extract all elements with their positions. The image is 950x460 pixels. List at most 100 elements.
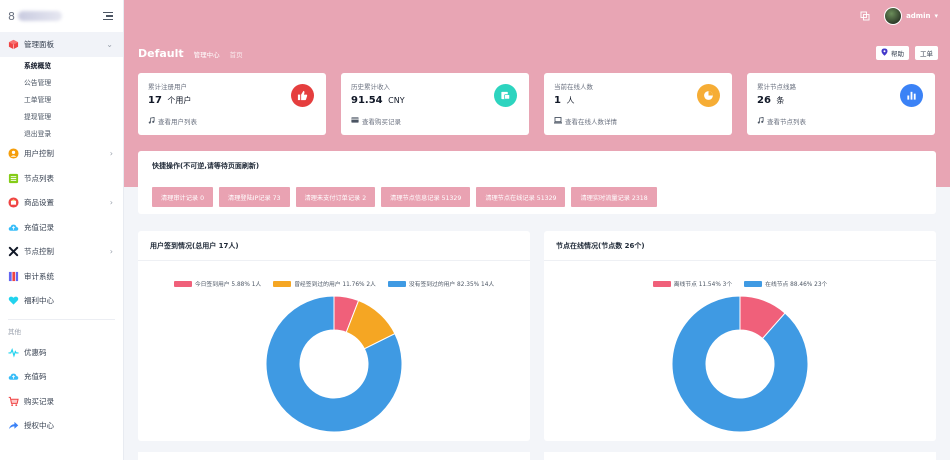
ticket-button[interactable]: 工单	[915, 46, 938, 60]
link-view-users[interactable]: 查看用户列表	[148, 116, 197, 126]
server-icon	[8, 271, 19, 282]
cart-icon	[8, 396, 19, 407]
stat-label: 当前在线人数	[554, 83, 593, 91]
legend-label: 没有签到过的用户 82.35% 14人	[408, 282, 495, 288]
sidebar-item-purchases[interactable]: 购买记录	[0, 389, 123, 414]
sidebar-item-users[interactable]: 用户控制 ›	[0, 142, 123, 167]
chevron-right-icon: ›	[109, 149, 113, 159]
copy-icon[interactable]	[860, 11, 870, 21]
stat-value: 91.54 CNY	[351, 95, 519, 106]
sign-in-chart-title: 用户签到情况(总用户 17人)	[138, 231, 530, 261]
logo-text-blurred	[18, 11, 62, 21]
submenu-item-withdrawals[interactable]: 提现管理	[24, 113, 52, 121]
legend-item[interactable]: 今日签到用户 5.88% 1人	[173, 279, 261, 288]
donut-slice-在线节点[interactable]	[671, 295, 809, 433]
clear-unpaid-orders-button[interactable]: 清理未支付订单记录 2	[295, 187, 376, 207]
chevron-right-icon: ›	[109, 247, 113, 257]
submenu-item-announcements[interactable]: 公告管理	[24, 79, 52, 87]
stat-value: 26 条	[757, 95, 925, 106]
sidebar-item-license[interactable]: 授权中心	[0, 414, 123, 439]
submenu-item-tickets[interactable]: 工单管理	[24, 96, 52, 104]
card-icon	[351, 117, 359, 125]
page-header: Default 管理中心 首页	[138, 47, 243, 60]
sidebar-item-label: 节点控制	[24, 247, 54, 257]
sidebar-item-audit[interactable]: 审计系统	[0, 264, 123, 289]
menu-toggle-icon[interactable]	[103, 11, 113, 21]
link-label: 查看在线人数详情	[565, 118, 617, 126]
sidebar-divider	[8, 319, 115, 320]
legend-swatch	[173, 280, 192, 287]
sidebar-item-label: 福利中心	[24, 296, 54, 306]
music-icon	[757, 116, 764, 126]
stat-value: 17 个用户	[148, 95, 316, 106]
submenu-item-logout[interactable]: 退出登录	[24, 130, 52, 138]
quick-actions-title: 快捷操作(不可逆,请等待页面刷新)	[152, 162, 260, 170]
chart-legend: 今日签到用户 5.88% 1人 曾经签到过的用户 11.76% 2人 没有签到过…	[138, 279, 530, 288]
pie-icon	[697, 84, 720, 107]
donut-slice-没有签到过的用户[interactable]	[265, 295, 403, 433]
breadcrumb-item-home: 首页	[229, 51, 243, 59]
ticket-button-label: 工单	[920, 50, 933, 58]
money-icon	[494, 84, 517, 107]
legend-swatch	[273, 280, 292, 287]
stat-unit: 条	[776, 96, 785, 105]
link-label: 查看用户列表	[158, 118, 197, 126]
sidebar-item-welfare[interactable]: 福利中心	[0, 289, 123, 314]
bar-chart-icon	[900, 84, 923, 107]
sidebar-item-label: 节点列表	[24, 173, 54, 183]
link-label: 查看购买记录	[362, 118, 401, 126]
stat-card-online: 当前在线人数 1 人 查看在线人数详情	[544, 73, 732, 135]
laptop-icon	[554, 116, 562, 126]
sidebar-menu: 管理面板 ⌄ 系统概览 公告管理 工单管理 提现管理 退出登录 用户控制 › 节…	[0, 32, 123, 313]
legend-label: 在线节点 88.46% 23个	[765, 282, 828, 288]
stat-unit: 个用户	[167, 96, 192, 105]
sidebar-section-label: 其他	[8, 328, 21, 336]
pin-icon	[881, 48, 888, 58]
thumbs-up-icon	[291, 84, 314, 107]
panel-edge	[544, 452, 936, 460]
legend-item[interactable]: 在线节点 88.46% 23个	[744, 279, 827, 288]
sidebar-item-dashboard[interactable]: 管理面板 ⌄	[0, 32, 123, 57]
header-buttons: 帮助 工单	[876, 46, 938, 60]
sidebar-item-label: 购买记录	[24, 396, 54, 406]
chevron-down-icon: ▾	[934, 12, 938, 20]
clear-login-ip-button[interactable]: 清理登陆IP记录 73	[219, 187, 290, 207]
sign-in-donut-chart	[265, 295, 403, 433]
legend-item[interactable]: 曾经签到过的用户 11.76% 2人	[273, 279, 376, 288]
link-view-purchases[interactable]: 查看购买记录	[351, 116, 401, 126]
breadcrumb-item-admin[interactable]: 管理中心	[193, 51, 220, 59]
sidebar-item-shop[interactable]: 商品设置 ›	[0, 191, 123, 216]
panel-edge	[138, 452, 530, 460]
sidebar-header: 8	[0, 0, 123, 32]
legend-swatch	[652, 280, 671, 287]
clear-node-online-button[interactable]: 清理节点在线记录 51329	[476, 187, 566, 207]
clear-traffic-button[interactable]: 清理实时流量记录 2318	[571, 187, 657, 207]
link-view-nodes[interactable]: 查看节点列表	[757, 116, 806, 126]
shop-icon	[8, 197, 19, 208]
link-label: 查看节点列表	[767, 118, 806, 126]
topbar: admin ▾	[124, 0, 950, 32]
avatar	[884, 7, 903, 25]
help-button[interactable]: 帮助	[876, 46, 909, 60]
chart-legend: 离线节点 11.54% 3个 在线节点 88.46% 23个	[544, 279, 936, 288]
legend-item[interactable]: 离线节点 11.54% 3个	[652, 279, 732, 288]
sidebar-item-node-control[interactable]: 节点控制 ›	[0, 240, 123, 265]
sidebar-item-recharge-codes[interactable]: 充值码	[0, 365, 123, 390]
stat-number: 17	[148, 95, 162, 106]
list-icon	[8, 173, 19, 184]
sidebar-item-label: 充值码	[24, 372, 47, 382]
logo[interactable]: 8	[8, 10, 62, 23]
link-view-online[interactable]: 查看在线人数详情	[554, 116, 617, 126]
sidebar-item-label: 用户控制	[24, 149, 54, 159]
user-icon	[8, 148, 19, 159]
cube-icon	[8, 39, 19, 50]
clear-node-info-button[interactable]: 清理节点信息记录 51329	[381, 187, 471, 207]
sidebar-item-nodes[interactable]: 节点列表	[0, 166, 123, 191]
clear-audit-button[interactable]: 清理审计记录 0	[152, 187, 214, 207]
sidebar-item-label: 审计系统	[24, 271, 54, 281]
sidebar-item-recharge[interactable]: 充值记录	[0, 215, 123, 240]
user-menu[interactable]: admin ▾	[884, 7, 938, 25]
submenu-item-overview[interactable]: 系统概览	[24, 62, 52, 70]
legend-item[interactable]: 没有签到过的用户 82.35% 14人	[387, 279, 495, 288]
sidebar-item-coupons[interactable]: 优惠码	[0, 340, 123, 365]
